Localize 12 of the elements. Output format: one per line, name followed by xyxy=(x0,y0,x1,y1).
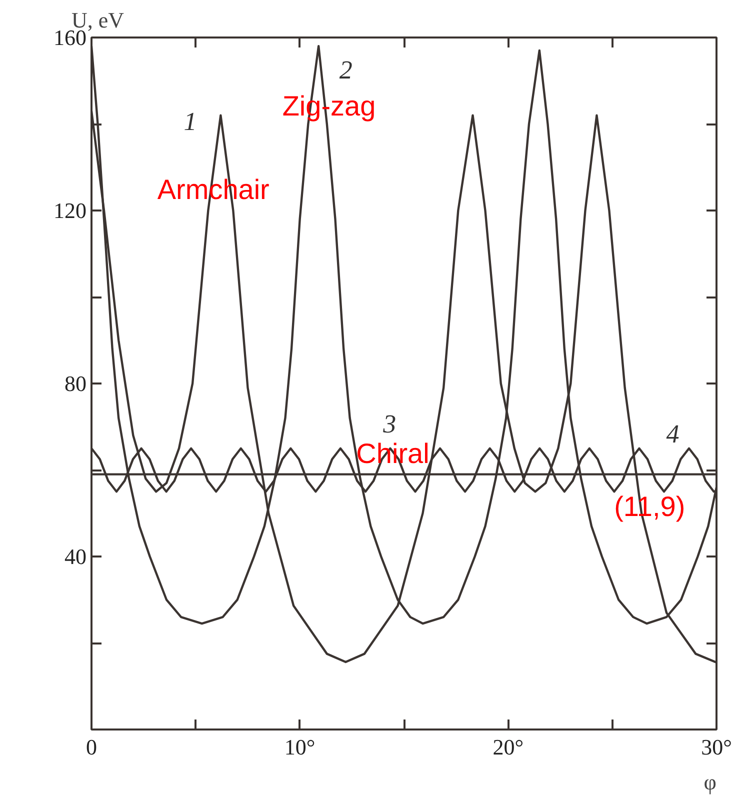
x-tick-label: 0 xyxy=(86,734,97,760)
x-tick-label: 20° xyxy=(492,734,524,760)
x-axis-title: φ xyxy=(704,770,717,794)
y-tick-label: 80 xyxy=(64,371,86,396)
y-tick-label: 40 xyxy=(64,544,86,569)
y-tick-label: 120 xyxy=(54,198,86,223)
annotation: 1 xyxy=(184,107,197,136)
annotation: 4 xyxy=(666,420,680,449)
annotation: 3 xyxy=(382,409,396,438)
x-tick-label: 10° xyxy=(284,734,316,760)
annotation: 2 xyxy=(339,55,352,84)
x-tick-label: 30° xyxy=(701,734,732,760)
